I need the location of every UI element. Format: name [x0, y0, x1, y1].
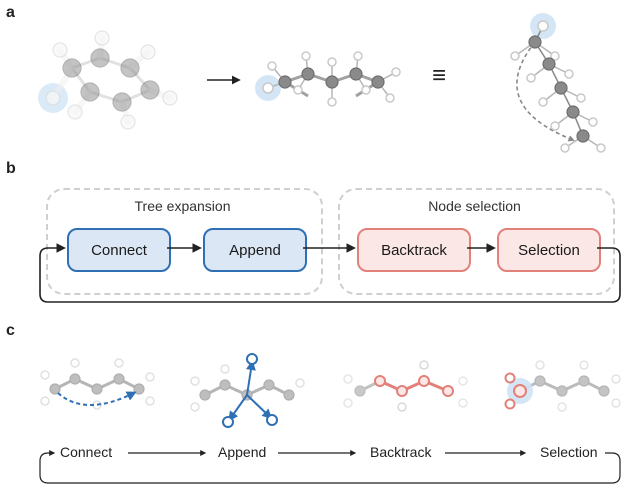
- panel-c-flow: [0, 0, 640, 502]
